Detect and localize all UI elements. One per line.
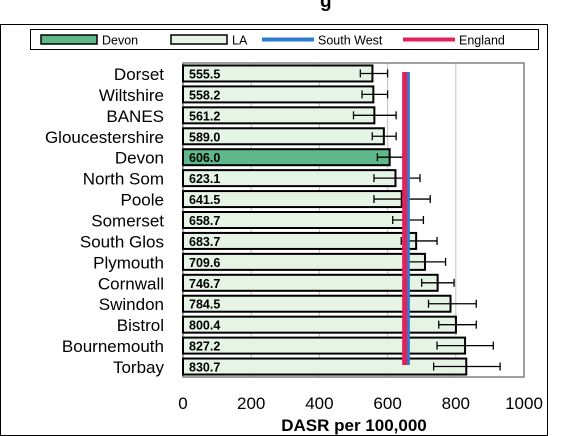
error-bar <box>373 174 421 183</box>
bar-value-label: 784.5 <box>189 298 220 312</box>
category-label: Devon <box>115 149 164 168</box>
bar-value-label: 606.0 <box>189 151 220 165</box>
error-bar <box>421 278 455 287</box>
bar-value-label: 746.7 <box>189 277 220 291</box>
legend-label-england: England <box>459 34 505 48</box>
bar-value-label: 709.6 <box>189 256 220 270</box>
bar-value-label: 800.4 <box>189 319 220 333</box>
bar-bistrol <box>182 315 457 334</box>
category-label: South Glos <box>80 232 164 251</box>
error-bar <box>427 299 477 308</box>
x-tick-label: 200 <box>237 394 265 413</box>
bar-value-label: 641.5 <box>189 193 220 207</box>
bar-value-label: 623.1 <box>189 172 220 186</box>
x-tick-label: 0 <box>178 394 187 413</box>
error-bar <box>361 90 389 99</box>
error-bar <box>371 132 397 141</box>
error-bar <box>436 341 494 350</box>
category-label: Swindon <box>99 295 164 314</box>
chart-title-fragment: g <box>320 0 332 12</box>
bar-value-label: 561.2 <box>189 109 220 123</box>
legend-swatch-la <box>170 34 228 45</box>
error-bar <box>432 362 501 371</box>
legend-label-devon: Devon <box>102 34 138 48</box>
bar-value-label: 658.7 <box>189 214 220 228</box>
category-label: Plymouth <box>93 253 164 272</box>
bar-value-label: 830.7 <box>189 361 220 375</box>
category-label: North Som <box>83 170 164 189</box>
bar-value-label: 589.0 <box>189 130 220 144</box>
category-label: Bistrol <box>117 316 164 335</box>
bar-bournemouth <box>182 336 467 355</box>
category-label: Somerset <box>91 212 164 231</box>
bar-value-label: 558.2 <box>189 88 220 102</box>
x-tick-label: 800 <box>442 394 470 413</box>
bar-value-label: 555.5 <box>189 67 220 81</box>
category-label: Cornwall <box>98 274 164 293</box>
error-bar <box>438 320 477 329</box>
bar-value-label: 827.2 <box>189 340 220 354</box>
legend: Devon LA South West England <box>30 29 539 50</box>
x-tick-label: 600 <box>373 394 401 413</box>
category-label: Poole <box>121 191 164 210</box>
category-label: Torbay <box>113 358 165 377</box>
error-bar <box>352 111 397 120</box>
legend-swatch-devon <box>40 34 98 45</box>
category-label: Wiltshire <box>99 86 164 105</box>
category-label: Gloucestershire <box>45 128 164 147</box>
error-bar <box>373 195 431 204</box>
category-label: Bournemouth <box>62 337 164 356</box>
bar-cornwall <box>182 273 439 292</box>
x-tick-label: 1000 <box>505 394 543 413</box>
category-label: BANES <box>106 107 164 126</box>
x-axis-label: DASR per 100,000 <box>281 416 427 435</box>
bar-torbay <box>182 357 468 376</box>
x-tick-label: 400 <box>305 394 333 413</box>
bar-value-label: 683.7 <box>189 235 220 249</box>
legend-label-la: LA <box>232 34 248 48</box>
legend-label-south-west: South West <box>318 34 383 48</box>
bar-swindon <box>182 294 452 313</box>
error-bar <box>359 69 389 78</box>
category-label: Dorset <box>114 65 164 84</box>
